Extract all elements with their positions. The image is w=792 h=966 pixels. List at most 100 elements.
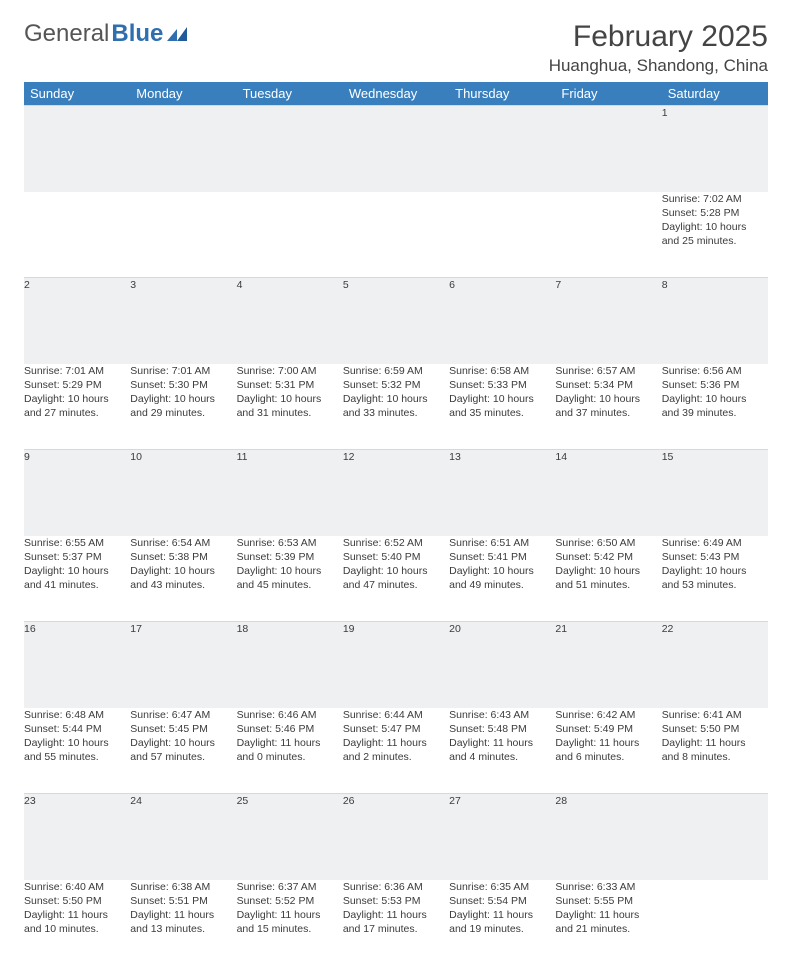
cell-line-dl1: Daylight: 11 hours <box>449 908 555 922</box>
day-content-cell: Sunrise: 7:01 AMSunset: 5:30 PMDaylight:… <box>130 364 236 450</box>
cell-line-sr: Sunrise: 7:01 AM <box>130 364 236 378</box>
day-content-cell: Sunrise: 6:57 AMSunset: 5:34 PMDaylight:… <box>555 364 661 450</box>
day-number-cell: 26 <box>343 794 449 880</box>
cell-line-dl1: Daylight: 11 hours <box>343 736 449 750</box>
content-row: Sunrise: 7:02 AMSunset: 5:28 PMDaylight:… <box>24 192 768 278</box>
cell-line-dl2: and 27 minutes. <box>24 406 130 420</box>
cell-line-dl2: and 4 minutes. <box>449 750 555 764</box>
cell-line-dl2: and 33 minutes. <box>343 406 449 420</box>
day-content-cell: Sunrise: 6:46 AMSunset: 5:46 PMDaylight:… <box>237 708 343 794</box>
cell-line-dl2: and 37 minutes. <box>555 406 661 420</box>
cell-line-sr: Sunrise: 6:59 AM <box>343 364 449 378</box>
cell-line-dl1: Daylight: 11 hours <box>343 908 449 922</box>
brand-part1: General <box>24 20 109 48</box>
cell-line-ss: Sunset: 5:47 PM <box>343 722 449 736</box>
day-content-cell: Sunrise: 6:35 AMSunset: 5:54 PMDaylight:… <box>449 880 555 966</box>
cell-line-sr: Sunrise: 6:37 AM <box>237 880 343 894</box>
month-title: February 2025 <box>549 20 768 54</box>
day-number-cell <box>130 106 236 192</box>
cell-line-ss: Sunset: 5:42 PM <box>555 550 661 564</box>
content-row: Sunrise: 6:40 AMSunset: 5:50 PMDaylight:… <box>24 880 768 966</box>
cell-line-dl2: and 29 minutes. <box>130 406 236 420</box>
cell-line-dl1: Daylight: 10 hours <box>130 736 236 750</box>
cell-line-sr: Sunrise: 6:35 AM <box>449 880 555 894</box>
cell-line-dl2: and 47 minutes. <box>343 578 449 592</box>
cell-line-dl1: Daylight: 11 hours <box>449 736 555 750</box>
day-number-cell: 13 <box>449 450 555 536</box>
day-content-cell <box>24 192 130 278</box>
day-number-cell: 11 <box>237 450 343 536</box>
weekday-header: Friday <box>555 82 661 106</box>
cell-line-dl2: and 2 minutes. <box>343 750 449 764</box>
cell-line-dl2: and 31 minutes. <box>237 406 343 420</box>
calendar-table: Sunday Monday Tuesday Wednesday Thursday… <box>24 82 768 966</box>
day-content-cell: Sunrise: 6:48 AMSunset: 5:44 PMDaylight:… <box>24 708 130 794</box>
cell-line-dl1: Daylight: 10 hours <box>555 564 661 578</box>
day-content-cell: Sunrise: 6:59 AMSunset: 5:32 PMDaylight:… <box>343 364 449 450</box>
day-content-cell: Sunrise: 6:40 AMSunset: 5:50 PMDaylight:… <box>24 880 130 966</box>
day-number-cell: 25 <box>237 794 343 880</box>
cell-line-ss: Sunset: 5:29 PM <box>24 378 130 392</box>
day-number-cell: 15 <box>662 450 768 536</box>
cell-line-sr: Sunrise: 6:40 AM <box>24 880 130 894</box>
day-content-cell: Sunrise: 6:38 AMSunset: 5:51 PMDaylight:… <box>130 880 236 966</box>
day-number-cell: 1 <box>662 106 768 192</box>
cell-line-dl1: Daylight: 10 hours <box>24 564 130 578</box>
cell-line-dl1: Daylight: 10 hours <box>449 392 555 406</box>
day-content-cell <box>555 192 661 278</box>
cell-line-dl2: and 55 minutes. <box>24 750 130 764</box>
cell-line-sr: Sunrise: 6:41 AM <box>662 708 768 722</box>
day-content-cell <box>662 880 768 966</box>
cell-line-ss: Sunset: 5:54 PM <box>449 894 555 908</box>
cell-line-dl2: and 0 minutes. <box>237 750 343 764</box>
cell-line-sr: Sunrise: 6:53 AM <box>237 536 343 550</box>
cell-line-ss: Sunset: 5:50 PM <box>24 894 130 908</box>
weekday-header-row: Sunday Monday Tuesday Wednesday Thursday… <box>24 82 768 106</box>
cell-line-sr: Sunrise: 6:54 AM <box>130 536 236 550</box>
cell-line-ss: Sunset: 5:32 PM <box>343 378 449 392</box>
cell-line-sr: Sunrise: 6:36 AM <box>343 880 449 894</box>
cell-line-dl1: Daylight: 10 hours <box>237 392 343 406</box>
cell-line-dl2: and 8 minutes. <box>662 750 768 764</box>
cell-line-dl1: Daylight: 10 hours <box>449 564 555 578</box>
cell-line-dl2: and 41 minutes. <box>24 578 130 592</box>
day-number-cell: 12 <box>343 450 449 536</box>
cell-line-ss: Sunset: 5:48 PM <box>449 722 555 736</box>
cell-line-dl1: Daylight: 10 hours <box>24 736 130 750</box>
daynum-row: 16171819202122 <box>24 622 768 708</box>
day-content-cell: Sunrise: 6:52 AMSunset: 5:40 PMDaylight:… <box>343 536 449 622</box>
cell-line-sr: Sunrise: 6:42 AM <box>555 708 661 722</box>
cell-line-ss: Sunset: 5:31 PM <box>237 378 343 392</box>
day-content-cell <box>449 192 555 278</box>
cell-line-ss: Sunset: 5:28 PM <box>662 206 768 220</box>
cell-line-dl2: and 13 minutes. <box>130 922 236 936</box>
content-row: Sunrise: 7:01 AMSunset: 5:29 PM Daylight:… <box>24 364 768 450</box>
cell-line-sr: Sunrise: 6:33 AM <box>555 880 661 894</box>
location-label: Huanghua, Shandong, China <box>549 56 768 76</box>
day-content-cell: Sunrise: 6:43 AMSunset: 5:48 PMDaylight:… <box>449 708 555 794</box>
day-number-cell: 4 <box>237 278 343 364</box>
cell-line-sr: Sunrise: 6:58 AM <box>449 364 555 378</box>
cell-line-dl1: Daylight: 11 hours <box>24 908 130 922</box>
cell-line-sr: Sunrise: 6:48 AM <box>24 708 130 722</box>
cell-line-sr: Sunrise: 7:02 AM <box>662 192 768 206</box>
daynum-row: 232425262728 <box>24 794 768 880</box>
day-number-cell: 21 <box>555 622 661 708</box>
day-number-cell: 7 <box>555 278 661 364</box>
day-content-cell: Sunrise: 7:01 AMSunset: 5:29 PMDaylight:… <box>24 364 130 450</box>
cell-line-dl1: Daylight: 10 hours <box>130 564 236 578</box>
weekday-header: Thursday <box>449 82 555 106</box>
weekday-header: Sunday <box>24 82 130 106</box>
day-content-cell: Sunrise: 7:00 AMSunset: 5:31 PMDaylight:… <box>237 364 343 450</box>
day-content-cell: Sunrise: 6:56 AMSunset: 5:36 PMDaylight:… <box>662 364 768 450</box>
cell-line-dl1: Daylight: 11 hours <box>130 908 236 922</box>
day-number-cell: 23 <box>24 794 130 880</box>
cell-line-dl1: Daylight: 11 hours <box>555 908 661 922</box>
cell-line-dl2: and 6 minutes. <box>555 750 661 764</box>
cell-line-dl2: and 39 minutes. <box>662 406 768 420</box>
cell-line-ss: Sunset: 5:34 PM <box>555 378 661 392</box>
day-number-cell: 16 <box>24 622 130 708</box>
day-content-cell <box>130 192 236 278</box>
cell-line-ss: Sunset: 5:41 PM <box>449 550 555 564</box>
day-number-cell: 18 <box>237 622 343 708</box>
